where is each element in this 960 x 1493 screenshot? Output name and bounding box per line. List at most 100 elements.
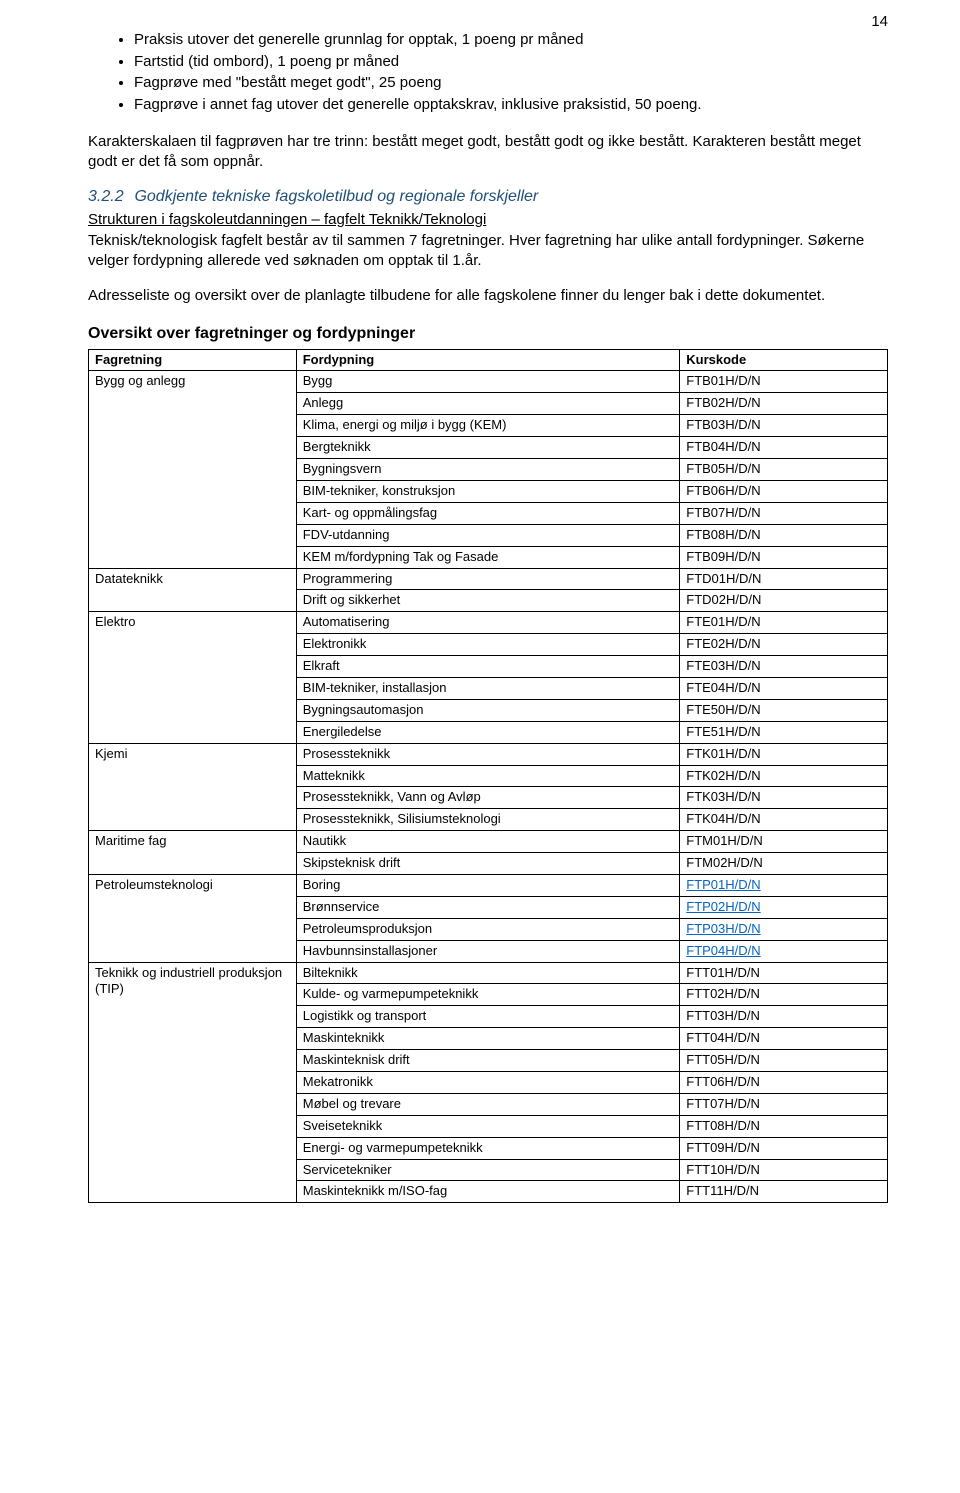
table-cell-sub: Skipsteknisk drift xyxy=(296,853,680,875)
table-cell-code: FTK02H/D/N xyxy=(680,765,888,787)
table-cell-code: FTB02H/D/N xyxy=(680,393,888,415)
table-cell-sub: Logistikk og transport xyxy=(296,1006,680,1028)
table-cell-sub: BIM-tekniker, konstruksjon xyxy=(296,480,680,502)
list-item: Fagprøve i annet fag utover det generell… xyxy=(134,95,888,115)
table-cell-category: Datateknikk xyxy=(89,568,297,612)
table-cell-sub: Maskinteknikk m/ISO-fag xyxy=(296,1181,680,1203)
table-cell-category: Maritime fag xyxy=(89,831,297,875)
table-cell-code: FTD02H/D/N xyxy=(680,590,888,612)
table-row: DatateknikkProgrammeringFTD01H/D/N xyxy=(89,568,888,590)
table-cell-code: FTK04H/D/N xyxy=(680,809,888,831)
section-heading: 3.2.2 Godkjente tekniske fagskoletilbud … xyxy=(88,187,888,208)
table-cell-sub: Programmering xyxy=(296,568,680,590)
table-cell-code: FTT06H/D/N xyxy=(680,1071,888,1093)
table-cell-code: FTB03H/D/N xyxy=(680,415,888,437)
struct-heading: Strukturen i fagskoleutdanningen – fagfe… xyxy=(88,210,888,230)
table-cell-sub: Boring xyxy=(296,874,680,896)
table-cell-sub: Bilteknikk xyxy=(296,962,680,984)
table-header-cell: Fagretning xyxy=(89,349,297,371)
table-cell-sub: Sveiseteknikk xyxy=(296,1115,680,1137)
table-header-cell: Fordypning xyxy=(296,349,680,371)
table-cell-code: FTE02H/D/N xyxy=(680,634,888,656)
table-cell-code: FTP02H/D/N xyxy=(680,896,888,918)
table-cell-sub: Bygningsautomasjon xyxy=(296,699,680,721)
table-cell-code: FTD01H/D/N xyxy=(680,568,888,590)
document-page: 14 Praksis utover det generelle grunnlag… xyxy=(0,0,960,1243)
table-cell-sub: Maskinteknisk drift xyxy=(296,1050,680,1072)
table-cell-sub: Anlegg xyxy=(296,393,680,415)
table-cell-code: FTE03H/D/N xyxy=(680,656,888,678)
table-cell-category: Bygg og anlegg xyxy=(89,371,297,568)
table-cell-sub: Prosessteknikk, Vann og Avløp xyxy=(296,787,680,809)
table-body: Bygg og anleggByggFTB01H/D/NAnleggFTB02H… xyxy=(89,371,888,1203)
table-cell-code: FTB09H/D/N xyxy=(680,546,888,568)
table-cell-sub: Bergteknikk xyxy=(296,437,680,459)
table-cell-code: FTT02H/D/N xyxy=(680,984,888,1006)
table-row: Teknikk og industriell produksjon (TIP)B… xyxy=(89,962,888,984)
table-cell-sub: FDV-utdanning xyxy=(296,524,680,546)
table-header-cell: Kurskode xyxy=(680,349,888,371)
table-row: Maritime fagNautikkFTM01H/D/N xyxy=(89,831,888,853)
table-cell-sub: Brønnservice xyxy=(296,896,680,918)
table-cell-sub: Elkraft xyxy=(296,656,680,678)
table-cell-code: FTB04H/D/N xyxy=(680,437,888,459)
paragraph: Adresseliste og oversikt over de planlag… xyxy=(88,286,888,306)
table-cell-sub: Elektronikk xyxy=(296,634,680,656)
code-link[interactable]: FTP02H/D/N xyxy=(686,899,760,914)
table-cell-code: FTM02H/D/N xyxy=(680,853,888,875)
table-cell-sub: Mekatronikk xyxy=(296,1071,680,1093)
table-cell-sub: Havbunnsinstallasjoner xyxy=(296,940,680,962)
table-cell-sub: Kart- og oppmålingsfag xyxy=(296,502,680,524)
code-link[interactable]: FTP04H/D/N xyxy=(686,943,760,958)
table-cell-code: FTT04H/D/N xyxy=(680,1028,888,1050)
table-cell-code: FTT09H/D/N xyxy=(680,1137,888,1159)
table-cell-sub: Energiledelse xyxy=(296,721,680,743)
table-cell-sub: Prosessteknikk, Silisiumsteknologi xyxy=(296,809,680,831)
table-cell-code: FTT10H/D/N xyxy=(680,1159,888,1181)
page-number: 14 xyxy=(871,12,888,32)
code-link[interactable]: FTP01H/D/N xyxy=(686,877,760,892)
table-cell-sub: Maskinteknikk xyxy=(296,1028,680,1050)
table-row: PetroleumsteknologiBoringFTP01H/D/N xyxy=(89,874,888,896)
table-cell-sub: Prosessteknikk xyxy=(296,743,680,765)
table-cell-sub: Petroleumsproduksjon xyxy=(296,918,680,940)
table-cell-code: FTE01H/D/N xyxy=(680,612,888,634)
table-cell-sub: Kulde- og varmepumpeteknikk xyxy=(296,984,680,1006)
table-cell-code: FTT01H/D/N xyxy=(680,962,888,984)
table-cell-code: FTK03H/D/N xyxy=(680,787,888,809)
table-cell-code: FTK01H/D/N xyxy=(680,743,888,765)
table-cell-code: FTT05H/D/N xyxy=(680,1050,888,1072)
table-cell-category: Elektro xyxy=(89,612,297,743)
table-cell-sub: Møbel og trevare xyxy=(296,1093,680,1115)
list-item: Fartstid (tid ombord), 1 poeng pr måned xyxy=(134,52,888,72)
table-cell-sub: Automatisering xyxy=(296,612,680,634)
table-cell-sub: BIM-tekniker, installasjon xyxy=(296,677,680,699)
table-cell-code: FTB08H/D/N xyxy=(680,524,888,546)
list-item: Praksis utover det generelle grunnlag fo… xyxy=(134,30,888,50)
table-cell-sub: Bygg xyxy=(296,371,680,393)
table-cell-code: FTT03H/D/N xyxy=(680,1006,888,1028)
table-cell-code: FTE04H/D/N xyxy=(680,677,888,699)
table-cell-code: FTE51H/D/N xyxy=(680,721,888,743)
table-cell-code: FTB05H/D/N xyxy=(680,459,888,481)
bullet-list: Praksis utover det generelle grunnlag fo… xyxy=(88,30,888,114)
table-cell-code: FTP01H/D/N xyxy=(680,874,888,896)
table-cell-code: FTE50H/D/N xyxy=(680,699,888,721)
table-cell-code: FTP04H/D/N xyxy=(680,940,888,962)
overview-table: Fagretning Fordypning Kurskode Bygg og a… xyxy=(88,349,888,1204)
table-cell-sub: Bygningsvern xyxy=(296,459,680,481)
section-number: 3.2.2 xyxy=(88,187,130,208)
table-cell-category: Petroleumsteknologi xyxy=(89,874,297,962)
table-row: KjemiProsessteknikkFTK01H/D/N xyxy=(89,743,888,765)
table-header-row: Fagretning Fordypning Kurskode xyxy=(89,349,888,371)
table-cell-sub: Matteknikk xyxy=(296,765,680,787)
code-link[interactable]: FTP03H/D/N xyxy=(686,921,760,936)
table-cell-category: Teknikk og industriell produksjon (TIP) xyxy=(89,962,297,1203)
table-row: ElektroAutomatiseringFTE01H/D/N xyxy=(89,612,888,634)
table-cell-sub: Klima, energi og miljø i bygg (KEM) xyxy=(296,415,680,437)
table-row: Bygg og anleggByggFTB01H/D/N xyxy=(89,371,888,393)
table-cell-code: FTB06H/D/N xyxy=(680,480,888,502)
overview-title: Oversikt over fagretninger og fordypning… xyxy=(88,324,888,345)
list-item: Fagprøve med "bestått meget godt", 25 po… xyxy=(134,73,888,93)
paragraph: Teknisk/teknologisk fagfelt består av ti… xyxy=(88,231,888,270)
